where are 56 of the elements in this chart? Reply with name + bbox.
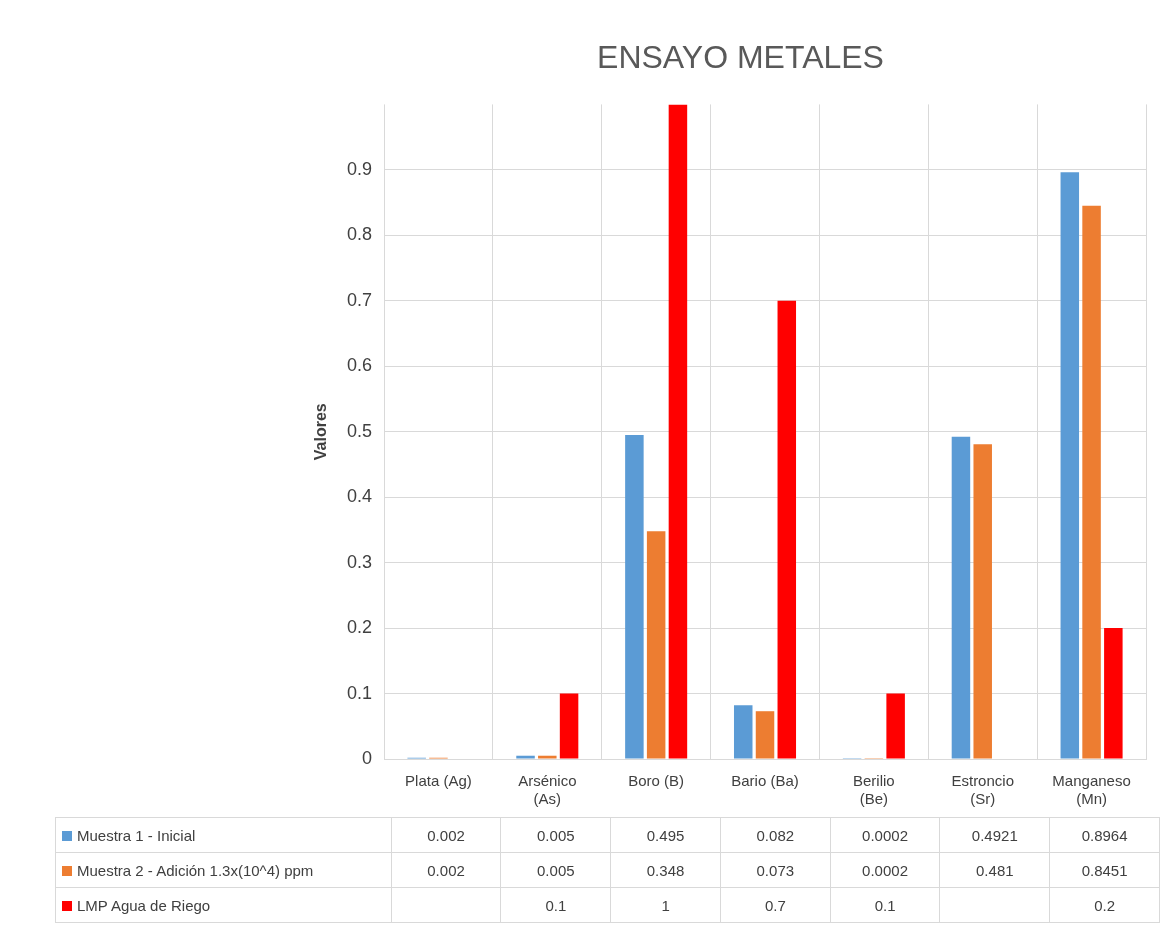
- x-tick-label: Bario (Ba): [731, 772, 799, 790]
- y-tick-label: 0.8: [346, 224, 373, 245]
- x-tick-label: Arsénico (As): [518, 772, 577, 808]
- y-axis-title: Valores: [312, 403, 330, 461]
- data-label: 0.005: [500, 817, 611, 853]
- bar: [538, 755, 557, 759]
- legend-label: Muestra 1 - Inicial: [55, 817, 392, 853]
- x-tick-label: Plata (Ag): [405, 772, 472, 790]
- data-label: 0.8451: [1049, 852, 1160, 888]
- data-label: 0.8964: [1049, 817, 1160, 853]
- bar: [886, 693, 905, 759]
- bar: [559, 693, 579, 759]
- y-tick-label: 0.1: [346, 682, 373, 703]
- data-label: 0.1: [500, 887, 611, 923]
- data-label: 0.005: [500, 852, 611, 888]
- chart-title: ENSAYO METALES: [597, 39, 884, 76]
- data-label: 0.0002: [830, 817, 940, 853]
- data-label: 0.495: [610, 817, 721, 853]
- y-tick-label: 0.2: [346, 617, 373, 638]
- data-label: 0.0002: [830, 852, 940, 888]
- y-tick-label: 0.6: [346, 355, 373, 376]
- data-label: 0.1: [830, 887, 940, 923]
- x-tick-label: Berilio (Be): [853, 772, 895, 808]
- data-label: 0.2: [1049, 887, 1160, 923]
- data-label: 0.4921: [939, 817, 1050, 853]
- bar: [668, 104, 688, 759]
- legend-label: Muestra 2 - Adición 1.3x(10^4) ppm: [55, 852, 392, 888]
- y-tick-label: 0.4: [346, 486, 373, 507]
- data-label: 0.082: [720, 817, 831, 853]
- x-tick-label: Manganeso (Mn): [1052, 772, 1131, 808]
- bar: [973, 444, 992, 759]
- y-tick-label: 0.3: [346, 551, 373, 572]
- bar: [1104, 628, 1123, 759]
- x-tick-label: Boro (B): [628, 772, 685, 790]
- bar: [1082, 205, 1101, 759]
- bar: [1060, 172, 1080, 759]
- data-label: 0.481: [939, 852, 1050, 888]
- data-label: 1: [610, 887, 721, 923]
- y-tick-label: 0.5: [346, 420, 373, 441]
- x-tick-label: Estroncio (Sr): [951, 772, 1014, 808]
- bar: [625, 434, 644, 759]
- bar: [951, 436, 971, 759]
- data-label: 0.348: [610, 852, 721, 888]
- y-tick-label: 0.9: [346, 158, 373, 179]
- bar: [646, 531, 666, 759]
- data-label: 0.002: [391, 852, 501, 888]
- data-label: 0.7: [720, 887, 831, 923]
- bar: [516, 755, 535, 759]
- y-tick-label: 0.7: [346, 289, 373, 310]
- bar: [755, 711, 775, 759]
- data-label: 0.002: [391, 817, 501, 853]
- data-label: 0.073: [720, 852, 831, 888]
- y-tick-label: 0: [362, 747, 373, 768]
- bar: [777, 300, 797, 759]
- bar: [733, 705, 753, 759]
- legend-label: LMP Agua de Riego: [55, 887, 392, 923]
